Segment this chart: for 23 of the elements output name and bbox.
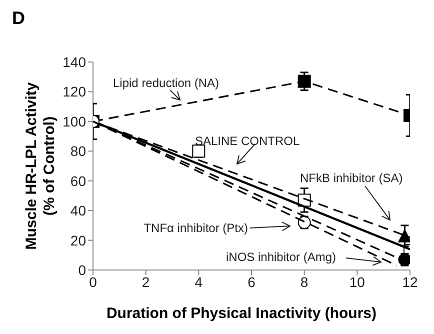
x-tick-label: 8 bbox=[300, 274, 308, 290]
annotation: iNOS inhibitor (Amg) bbox=[226, 250, 336, 264]
annotation: Lipid reduction (NA) bbox=[113, 76, 220, 90]
x-tick-label: 10 bbox=[349, 274, 366, 290]
y-tick-label: 60 bbox=[70, 172, 86, 189]
x-tick-label: 2 bbox=[142, 274, 150, 290]
annotation: SALINE CONTROL bbox=[195, 134, 300, 148]
y-tick-label: 0 bbox=[78, 262, 86, 278]
x-tick-label: 0 bbox=[89, 274, 98, 290]
x-tick-label: 12 bbox=[402, 274, 418, 290]
y-tick-label: 80 bbox=[70, 143, 86, 160]
chart-title: D bbox=[12, 8, 25, 29]
y-tick-label: 100 bbox=[62, 113, 86, 130]
x-tick-label: 4 bbox=[194, 274, 203, 290]
annotation: NFkB inhibitor (SA) bbox=[300, 171, 403, 185]
x-axis-title: Duration of Physical Inactivity (hours) bbox=[106, 305, 377, 322]
y-tick-label: 140 bbox=[62, 54, 86, 70]
x-tick-label: 6 bbox=[248, 274, 256, 290]
y-tick-label: 40 bbox=[70, 202, 86, 219]
annotation: TNFα inhibitor (Ptx) bbox=[144, 221, 248, 235]
y-tick-label: 120 bbox=[62, 84, 86, 100]
y-axis-title: Muscle HR-LPL Activity (% of Control) bbox=[23, 82, 58, 250]
y-tick-label: 20 bbox=[70, 232, 86, 248]
